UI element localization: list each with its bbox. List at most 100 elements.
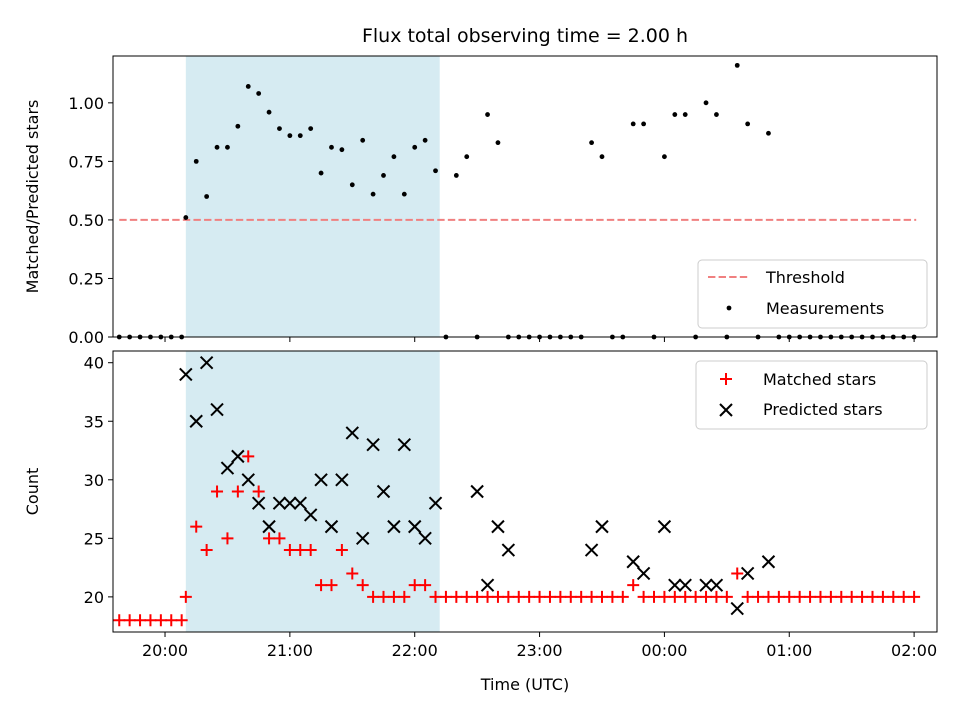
matched-point bbox=[398, 590, 411, 603]
count-legend-box bbox=[695, 360, 928, 430]
measurement-point bbox=[495, 140, 501, 146]
threshold-legend-label: Threshold bbox=[765, 268, 845, 287]
predicted-point bbox=[491, 519, 505, 534]
matched-point bbox=[450, 590, 463, 603]
predicted-point bbox=[251, 496, 266, 510]
count-panel: 20 25 30 35 40 20:00 21:00 22:00 23:00 00:00 01:0… bbox=[23, 350, 938, 694]
x-tick-label: 22:00 bbox=[392, 641, 438, 660]
ratio-legend: Threshold Measurements bbox=[697, 259, 928, 329]
predicted-point bbox=[657, 519, 672, 534]
measurement-point bbox=[370, 191, 376, 197]
matched-point bbox=[165, 614, 178, 627]
measurement-point bbox=[381, 173, 386, 178]
measurement-point bbox=[734, 62, 740, 68]
predicted-point bbox=[324, 519, 339, 534]
matched-point bbox=[408, 579, 421, 592]
predicted-point bbox=[595, 519, 609, 534]
predicted-point bbox=[709, 578, 724, 592]
predicted-point bbox=[740, 566, 755, 581]
measurement-point bbox=[287, 133, 293, 139]
predicted-point bbox=[241, 473, 255, 487]
predicted-point bbox=[761, 555, 776, 569]
matched-point bbox=[325, 579, 338, 592]
matched-point bbox=[606, 590, 619, 603]
matched-point bbox=[908, 590, 921, 603]
measurement-point bbox=[589, 140, 594, 146]
x-tick-label: 20:00 bbox=[142, 641, 188, 660]
predicted-point bbox=[626, 555, 640, 569]
predicted-point bbox=[699, 578, 713, 592]
y-tick-label: 0.50 bbox=[68, 211, 104, 230]
measurement-point bbox=[193, 158, 199, 164]
predicted-point bbox=[262, 519, 276, 534]
matched-point bbox=[700, 590, 713, 603]
matched-point bbox=[190, 520, 203, 533]
ratio-panel: 0.00 0.25 0.50 0.75 1.00 Matched/Predicted s… bbox=[23, 55, 938, 347]
ratio-y-axis-label: Matched/Predicted stars bbox=[23, 100, 42, 294]
predicted-point bbox=[272, 496, 287, 510]
measurement-point bbox=[412, 144, 418, 150]
matched-point bbox=[502, 590, 515, 603]
predicted-point bbox=[179, 367, 193, 382]
matched-point bbox=[367, 590, 380, 603]
matched-point bbox=[679, 590, 692, 603]
matched-point bbox=[637, 590, 650, 603]
predicted-point bbox=[636, 566, 651, 581]
measurement-point bbox=[349, 182, 355, 188]
matched-point bbox=[113, 614, 126, 627]
count-legend: Matched stars Predicted stars bbox=[695, 360, 928, 430]
measurement-point bbox=[672, 112, 678, 117]
matched-point bbox=[533, 590, 546, 603]
matched-point bbox=[471, 590, 484, 603]
predicted-point bbox=[189, 414, 203, 428]
x-tick-label: 21:00 bbox=[267, 641, 313, 660]
predicted-point bbox=[668, 578, 682, 592]
y-tick-label: 1.00 bbox=[68, 94, 104, 113]
matched-point bbox=[616, 590, 629, 603]
matched-point bbox=[242, 450, 255, 463]
y-tick-label: 20 bbox=[84, 588, 104, 607]
measurement-point bbox=[433, 168, 438, 174]
matched-point bbox=[543, 590, 556, 603]
measurement-point bbox=[422, 137, 428, 143]
ratio-x-ticks bbox=[164, 337, 915, 342]
measurement-point bbox=[714, 112, 719, 117]
matched-point bbox=[154, 614, 167, 627]
predicted-point bbox=[210, 402, 224, 417]
y-tick-label: 0.00 bbox=[68, 328, 104, 347]
measurement-point bbox=[339, 147, 345, 153]
measurement-point bbox=[235, 123, 241, 129]
count-x-ticks: 20:00 21:00 22:00 23:00 00:00 01:00 02:00 bbox=[142, 632, 937, 660]
matched-point bbox=[221, 532, 234, 545]
measurement-point bbox=[183, 215, 189, 220]
observing-window-span bbox=[185, 56, 440, 337]
y-tick-label: 0.25 bbox=[68, 269, 104, 288]
matched-point bbox=[595, 590, 608, 603]
matched-point bbox=[668, 590, 681, 603]
matched-point bbox=[123, 614, 136, 627]
predicted-point bbox=[730, 601, 744, 616]
measurement-point bbox=[599, 154, 605, 160]
predicted-legend-swatch bbox=[719, 403, 733, 417]
count-y-axis-label: Count bbox=[23, 468, 42, 516]
measurement-point bbox=[662, 154, 667, 160]
predicted-legend-label: Predicted stars bbox=[763, 400, 883, 419]
matched-point bbox=[175, 614, 188, 627]
matched-point bbox=[762, 590, 775, 603]
matched-point bbox=[377, 590, 390, 603]
matched-point bbox=[689, 590, 702, 603]
matched-point bbox=[824, 590, 837, 603]
matched-point bbox=[231, 485, 244, 498]
predicted-point bbox=[584, 543, 599, 557]
predicted-point bbox=[283, 496, 297, 510]
x-tick-label: 23:00 bbox=[517, 641, 563, 660]
measurement-point bbox=[318, 170, 324, 176]
matched-point bbox=[304, 544, 317, 557]
predicted-point bbox=[231, 449, 245, 464]
predicted-point bbox=[345, 426, 360, 440]
y-tick-label: 30 bbox=[84, 471, 104, 490]
y-tick-label: 0.75 bbox=[68, 152, 104, 171]
matched-point bbox=[887, 590, 900, 603]
predicted-point bbox=[303, 508, 318, 522]
